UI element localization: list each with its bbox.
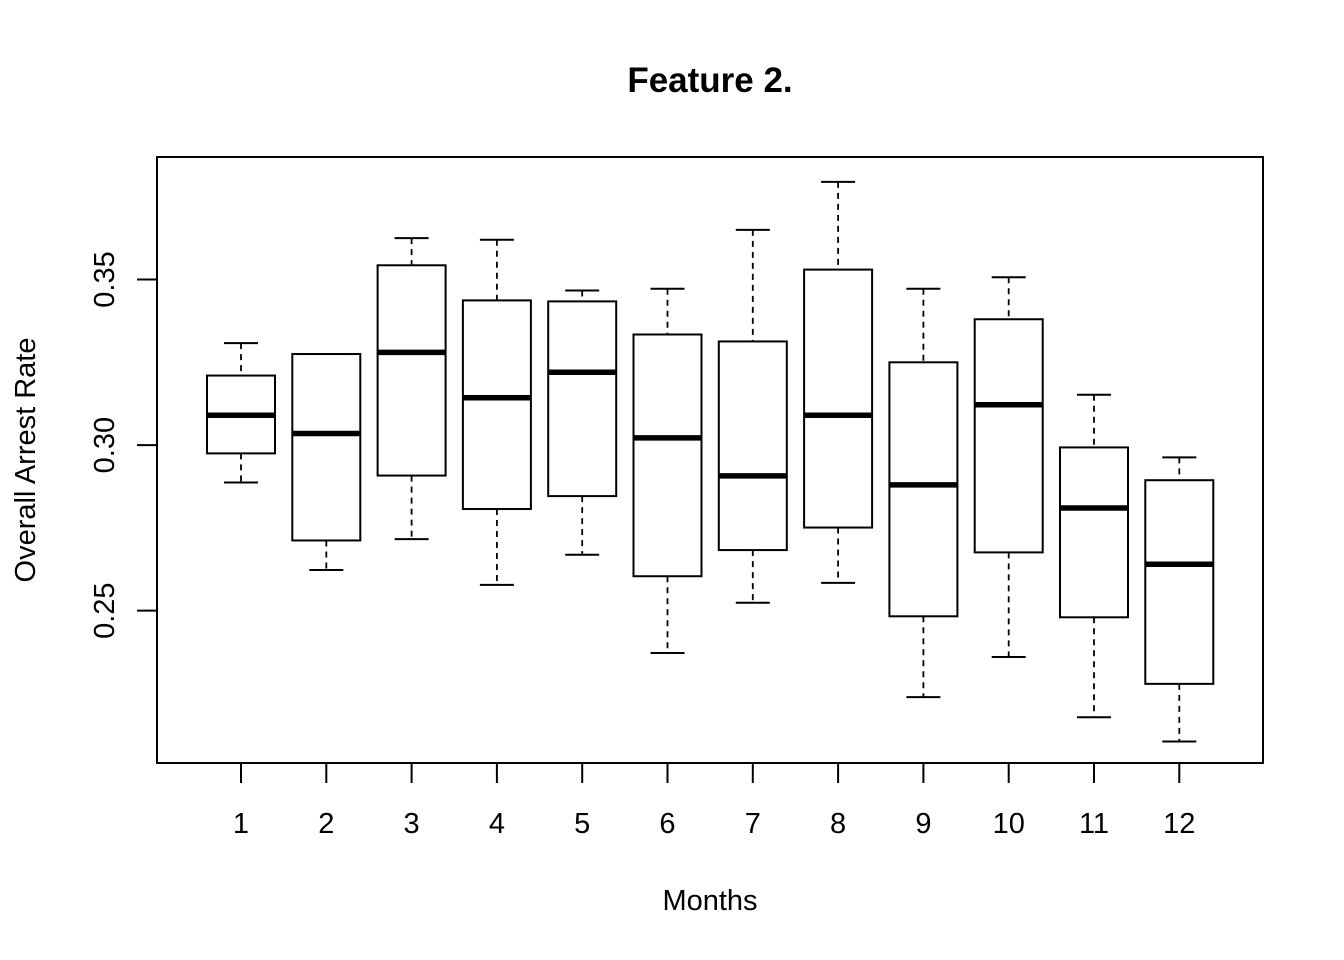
x-tick-label: 1: [233, 808, 249, 840]
box-group: [206, 180, 1215, 743]
y-axis: 0.25 0.30 0.35: [89, 251, 157, 639]
box-iqr: [461, 299, 532, 511]
x-tick-label: 6: [659, 808, 675, 840]
box-month-7: [717, 228, 788, 604]
x-tick-label: 4: [489, 808, 505, 840]
box-iqr: [632, 333, 703, 578]
x-tick-label: 8: [830, 808, 846, 840]
x-axis: 1 2 3 4 5 6 7 8 9 10 11 12: [233, 763, 1195, 840]
box-month-1: [206, 342, 276, 484]
box-month-11: [1059, 393, 1129, 719]
x-tick-label: 3: [404, 808, 420, 840]
box-iqr: [803, 268, 874, 529]
x-tick-label: 11: [1079, 808, 1109, 840]
y-tick-label: 0.35: [89, 251, 121, 307]
box-month-12: [1144, 456, 1215, 743]
x-tick-label: 7: [745, 808, 761, 840]
box-month-4: [461, 238, 532, 586]
box-month-3: [376, 237, 447, 541]
box-month-6: [632, 287, 703, 655]
box-iqr: [888, 361, 959, 618]
y-tick-label: 0.25: [89, 582, 121, 638]
box-month-8: [803, 180, 874, 584]
x-tick-label: 5: [574, 808, 590, 840]
box-iqr: [1059, 446, 1129, 619]
box-month-9: [888, 287, 959, 699]
y-tick-label: 0.30: [89, 417, 121, 473]
y-axis-label: Overall Arrest Rate: [10, 338, 42, 583]
box-iqr: [973, 318, 1044, 554]
box-month-5: [547, 289, 618, 556]
x-tick-label: 12: [1163, 808, 1195, 840]
x-tick-label: 9: [915, 808, 931, 840]
x-axis-label: Months: [662, 885, 757, 917]
x-tick-label: 10: [993, 808, 1025, 840]
box-month-2: [291, 353, 362, 571]
box-iqr: [291, 353, 362, 542]
box-month-10: [973, 276, 1044, 659]
box-iqr: [717, 340, 788, 552]
plot-frame: [156, 156, 1264, 764]
x-tick-label: 2: [318, 808, 334, 840]
box-iqr: [547, 300, 618, 498]
box-iqr: [376, 264, 447, 477]
chart-title: Feature 2.: [627, 61, 792, 100]
box-iqr: [1144, 479, 1215, 685]
